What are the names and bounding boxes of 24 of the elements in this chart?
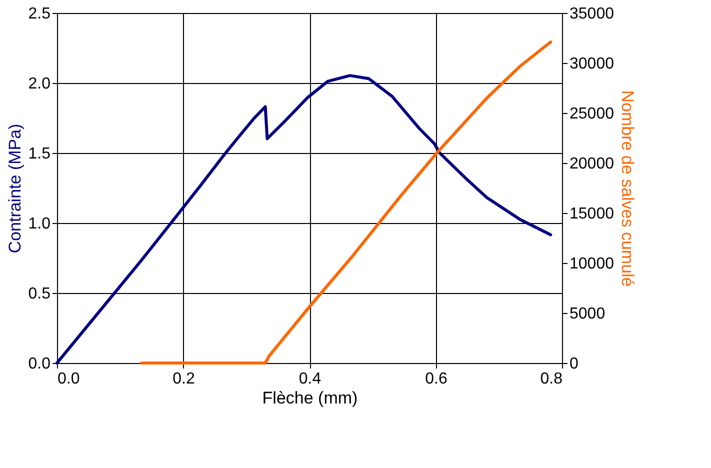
y2-tick-label: 10000 bbox=[570, 256, 614, 272]
x-axis-title: Flèche (mm) bbox=[262, 388, 358, 408]
y2-tick-label: 20000 bbox=[570, 156, 614, 172]
x-tick-label: 0.0 bbox=[58, 370, 80, 388]
y-tick-label: 0.5 bbox=[28, 286, 51, 302]
y2-tick-label: 35000 bbox=[570, 6, 614, 22]
y2-tick-label: 25000 bbox=[570, 106, 614, 122]
y2-tick-label: 15000 bbox=[570, 206, 614, 222]
y2-tick-label: 5000 bbox=[570, 306, 606, 322]
x-tick-label: 0.2 bbox=[172, 370, 195, 388]
x-tick-label: 0.8 bbox=[540, 370, 563, 388]
y-tick-label: 1.0 bbox=[28, 216, 51, 232]
y2-tick-label: 0 bbox=[570, 356, 578, 372]
line-series bbox=[140, 40, 552, 364]
x-tick-label: 0.6 bbox=[425, 370, 448, 388]
x-tick-label: 0.4 bbox=[298, 370, 322, 388]
y-tick-label: 2.5 bbox=[28, 6, 51, 22]
y-tick-label: 2.0 bbox=[28, 76, 51, 92]
y-tick-label: 0.0 bbox=[28, 356, 51, 372]
y2-axis-title: Nombre de salves cumulé bbox=[618, 90, 637, 287]
y2-tick-label: 30000 bbox=[570, 56, 614, 72]
y-tick-label: 1.5 bbox=[28, 146, 51, 162]
line-series bbox=[56, 74, 552, 364]
y-axis-title: Contrainte (MPa) bbox=[5, 124, 24, 254]
